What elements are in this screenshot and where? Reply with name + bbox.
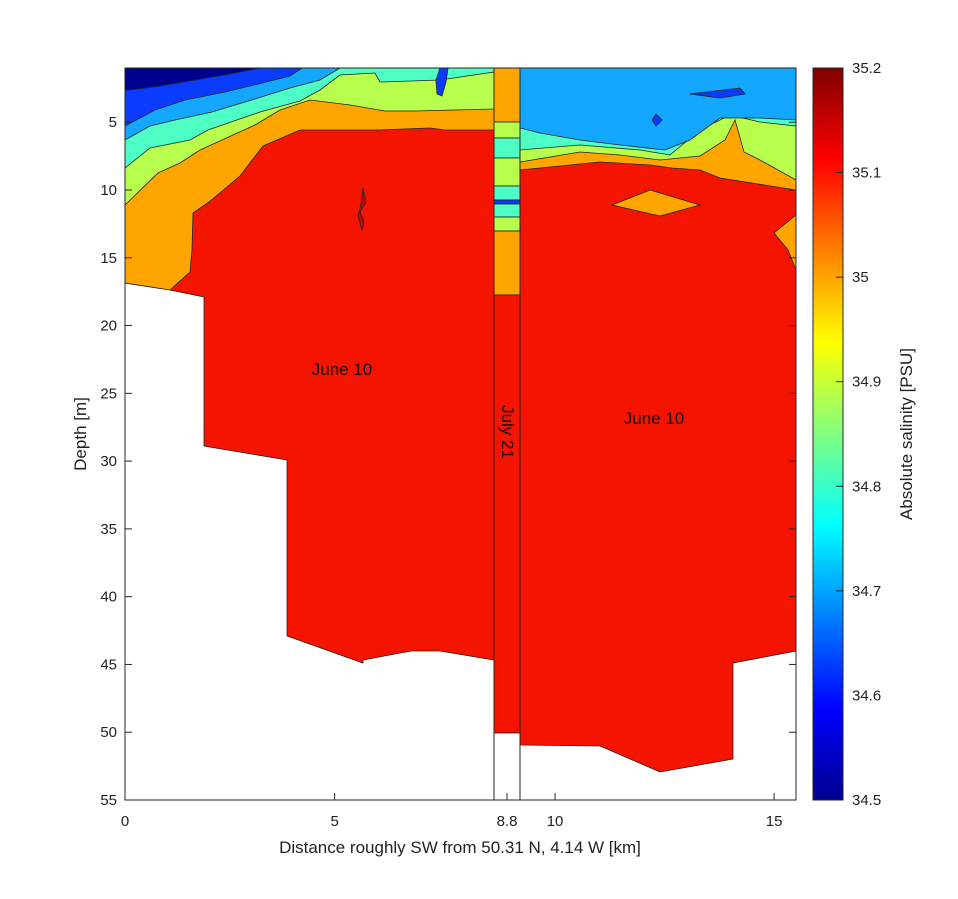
annotation-left-june10: June 10 [312,360,373,379]
y-tick-label: 25 [100,385,117,402]
y-axis-label: Depth [m] [71,397,90,471]
right-blue-eddy-small [651,113,663,127]
left-navy-core [124,67,261,91]
y-tick-label: 35 [100,521,117,538]
x-tick-labels: 0 5 8.8 10 15 [121,813,783,830]
right-blue-eddy-top [689,87,746,99]
colorbar-tick-label: 34.9 [852,374,881,391]
left-darkred-lens [357,187,367,232]
annotation-right-june10: June 10 [624,409,685,428]
colorbar-tick-label: 34.8 [852,478,881,495]
colorbar-tick-label: 34.7 [852,583,881,600]
annotation-july21: July 21 [498,405,517,459]
colorbar-gradient [812,67,844,801]
tick-marks [124,121,796,801]
x-tick-label: 8.8 [497,813,518,830]
x-tick-label: 0 [121,813,129,830]
y-tick-label: 5 [109,114,117,131]
panel-middle-july21 [493,67,521,801]
left-red-region [124,67,495,664]
colorbar-tick-label: 35 [852,269,869,286]
y-tick-label: 45 [100,656,117,673]
y-tick-label: 50 [100,724,117,741]
right-orange-lens [610,189,702,217]
panel-left-june10 [124,67,495,664]
colorbar-tick-label: 34.5 [852,792,881,809]
colorbar-tick-label: 35.2 [852,60,881,77]
x-tick-label: 10 [547,813,564,830]
colorbar-tick-labels: 34.5 34.6 34.7 34.8 34.9 35 35.1 35.2 [852,60,881,809]
y-tick-label: 40 [100,589,117,606]
panel-right-june10 [519,67,797,773]
colorbar: 34.5 34.6 34.7 34.8 34.9 35 35.1 35.2 Absolute … [812,60,916,809]
x-tick-label: 5 [330,813,338,830]
y-tick-label: 15 [100,250,117,267]
colorbar-ticks [836,67,843,801]
colorbar-tick-label: 34.6 [852,687,881,704]
y-tick-label: 10 [100,182,117,199]
colorbar-tick-label: 35.1 [852,165,881,182]
x-tick-label: 15 [766,813,783,830]
colorbar-label: Absolute salinity [PSU] [897,348,916,520]
y-tick-label: 30 [100,453,117,470]
y-tick-labels: 5 10 15 20 25 30 35 40 45 50 55 [100,114,117,809]
y-tick-label: 55 [100,792,117,809]
y-tick-label: 20 [100,318,117,335]
x-axis-label: Distance roughly SW from 50.31 N, 4.14 W… [279,838,641,857]
